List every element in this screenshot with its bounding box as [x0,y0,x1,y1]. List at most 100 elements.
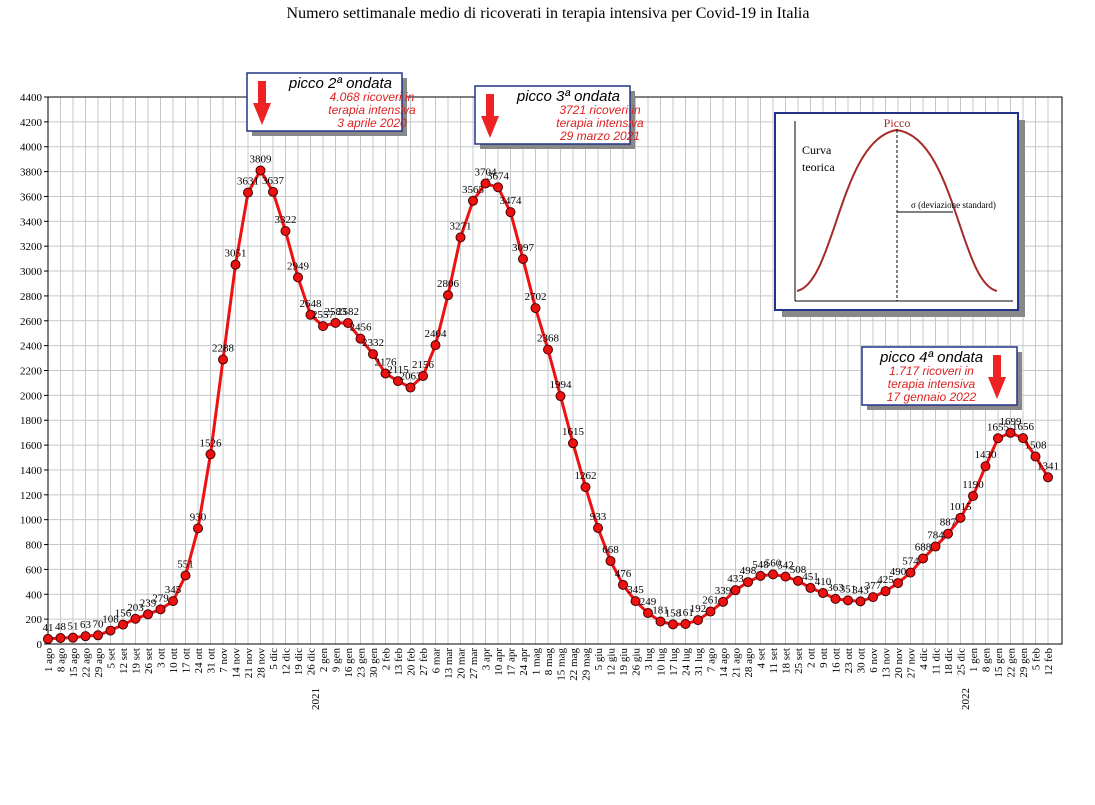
value-label: 688 [915,541,932,553]
x-tick-label: 20 mar [456,648,468,679]
x-tick-label: 8 ago [56,648,68,673]
point [655,616,666,627]
x-tick-label: 4 dic [918,648,930,670]
value-label: 560 [765,557,782,569]
x-tick-label: 15 gen [993,648,1005,678]
value-label: 181 [652,604,669,616]
value-label: 279 [152,592,169,604]
annotation-title: picco 2ª ondata [288,75,392,92]
x-tick-label: 30 gen [368,648,380,678]
point [568,438,578,449]
x-tick-label: 15 ago [68,648,80,678]
chart-title: Numero settimanale medio di ricoverati i… [287,5,810,22]
x-tick-label: 5 feb [1031,648,1043,671]
value-label: 351 [840,583,857,595]
point [930,541,941,552]
x-tick-label: 3 apr [481,648,493,671]
x-tick-label: 4 set [756,648,768,668]
x-tick-label: 19 giu [618,648,630,676]
x-tick-label: 27 nov [906,648,918,679]
point [643,608,653,619]
value-label: 2949 [287,260,310,272]
x-tick-label: 24 ott [193,648,205,673]
x-tick-label: 2 ott [806,648,818,668]
point [605,555,616,566]
point [705,606,716,617]
point [468,195,478,206]
point [1018,433,1028,444]
x-tick-label: 21 ago [731,648,743,678]
point [118,619,128,630]
point [205,449,216,460]
x-tick-label: 21 nov [243,648,255,679]
value-label: 410 [815,576,832,588]
x-tick-label: 5 giu [593,648,605,671]
x-tick-label: 13 nov [881,648,893,679]
value-label: 1190 [962,479,984,491]
point [105,625,116,636]
x-tick-label: 22 mag [568,648,580,681]
point [430,340,441,351]
value-label: 343 [852,584,869,596]
y-tick-label: 3000 [20,266,43,278]
x-tick-label: 12 feb [1043,648,1055,676]
point [443,290,453,301]
inset-peak-label: Picco [884,116,911,130]
point [855,596,866,607]
annotation-line: 3721 ricoveri in [559,103,641,117]
annotation-line: 4.068 ricoveri in [330,90,415,104]
value-label: 3704 [475,167,498,179]
value-label: 1994 [550,379,573,391]
value-label: 1615 [562,426,585,438]
value-label: 3637 [262,175,285,187]
value-label: 498 [740,565,757,577]
value-label: 3271 [450,220,472,232]
point [830,593,841,604]
point [243,187,253,198]
year-label: 2022 [960,688,972,710]
value-label: 156 [115,608,132,620]
point [268,186,278,197]
x-tick-label: 30 ott [856,648,868,673]
point [955,512,966,523]
y-tick-label: 3600 [20,191,43,203]
arrow-head [481,116,499,138]
point [1043,472,1053,483]
annotation-line: 3 aprile 2020 [337,116,407,130]
x-tick-label: 3 ott [156,648,168,668]
y-tick-label: 400 [26,589,43,601]
value-label: 345 [165,584,182,596]
point [943,528,953,539]
y-tick-label: 3400 [20,216,43,228]
y-tick-label: 4400 [20,92,43,104]
value-label: 261 [702,595,719,607]
x-tick-label: 6 mar [431,648,443,674]
point [743,577,753,588]
x-tick-label: 26 giu [631,648,643,676]
value-label: 1015 [950,501,973,513]
point [180,570,191,581]
value-label: 1341 [1037,460,1059,472]
point [818,588,828,599]
value-label: 203 [127,602,144,614]
y-tick-label: 0 [37,639,43,651]
value-label: 933 [590,511,607,523]
value-label: 490 [890,566,907,578]
value-label: 2156 [412,359,435,371]
inset-curve-label: Curva [802,143,832,157]
value-label: 192 [690,603,707,615]
point [168,596,178,607]
y-tick-label: 800 [26,540,43,552]
x-tick-label: 11 dic [931,648,943,675]
point [493,182,503,193]
point [255,165,266,176]
point [1030,451,1041,462]
annotation-line: terapia intensiva [328,103,416,117]
x-tick-label: 7 ago [706,648,718,673]
value-label: 239 [140,597,157,609]
value-label: 425 [877,574,894,586]
y-tick-label: 3800 [20,167,43,179]
value-label: 476 [615,568,632,580]
point [130,613,141,624]
x-tick-label: 6 nov [868,648,880,673]
